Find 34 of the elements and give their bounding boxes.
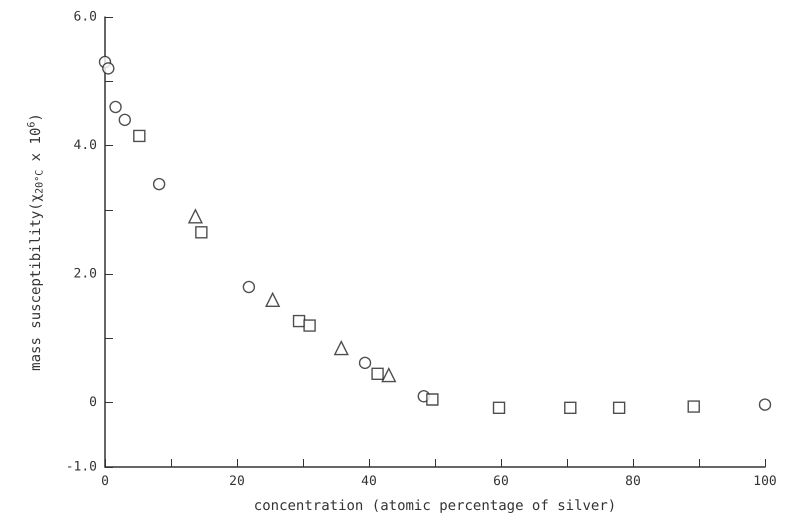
point xyxy=(188,209,203,224)
x-tick-label: 0 xyxy=(101,474,109,489)
x-tick-label: 100 xyxy=(753,474,777,489)
point xyxy=(102,62,114,75)
point xyxy=(195,226,208,239)
point xyxy=(265,292,280,308)
point xyxy=(109,100,122,114)
point xyxy=(612,402,626,414)
x-tick-label: 40 xyxy=(361,474,377,489)
y-axis-title: mass susceptibility(χ20°C x 106) xyxy=(26,113,46,371)
x-tick-label: 20 xyxy=(229,474,245,489)
point xyxy=(426,393,439,406)
point xyxy=(242,280,256,294)
point xyxy=(358,356,372,370)
point xyxy=(334,340,348,356)
x-axis-title: concentration (atomic percentage of silver) xyxy=(254,498,616,514)
y-tick-label: -1.0 xyxy=(66,460,97,474)
y-tick-label: 2.0 xyxy=(74,266,97,282)
point xyxy=(688,400,700,413)
y-tick-label: 4.0 xyxy=(74,138,97,154)
point xyxy=(564,402,576,414)
point xyxy=(152,178,166,190)
x-tick-label: 60 xyxy=(493,474,509,489)
point xyxy=(118,114,131,126)
point xyxy=(303,319,316,332)
point xyxy=(382,368,396,382)
point xyxy=(758,398,772,411)
point xyxy=(133,130,146,142)
point xyxy=(492,402,506,414)
y-tick-label: 6.0 xyxy=(74,10,97,24)
y-tick-label: 0 xyxy=(89,395,97,410)
x-tick-label: 80 xyxy=(625,474,641,489)
point xyxy=(292,314,306,328)
point xyxy=(371,368,384,380)
